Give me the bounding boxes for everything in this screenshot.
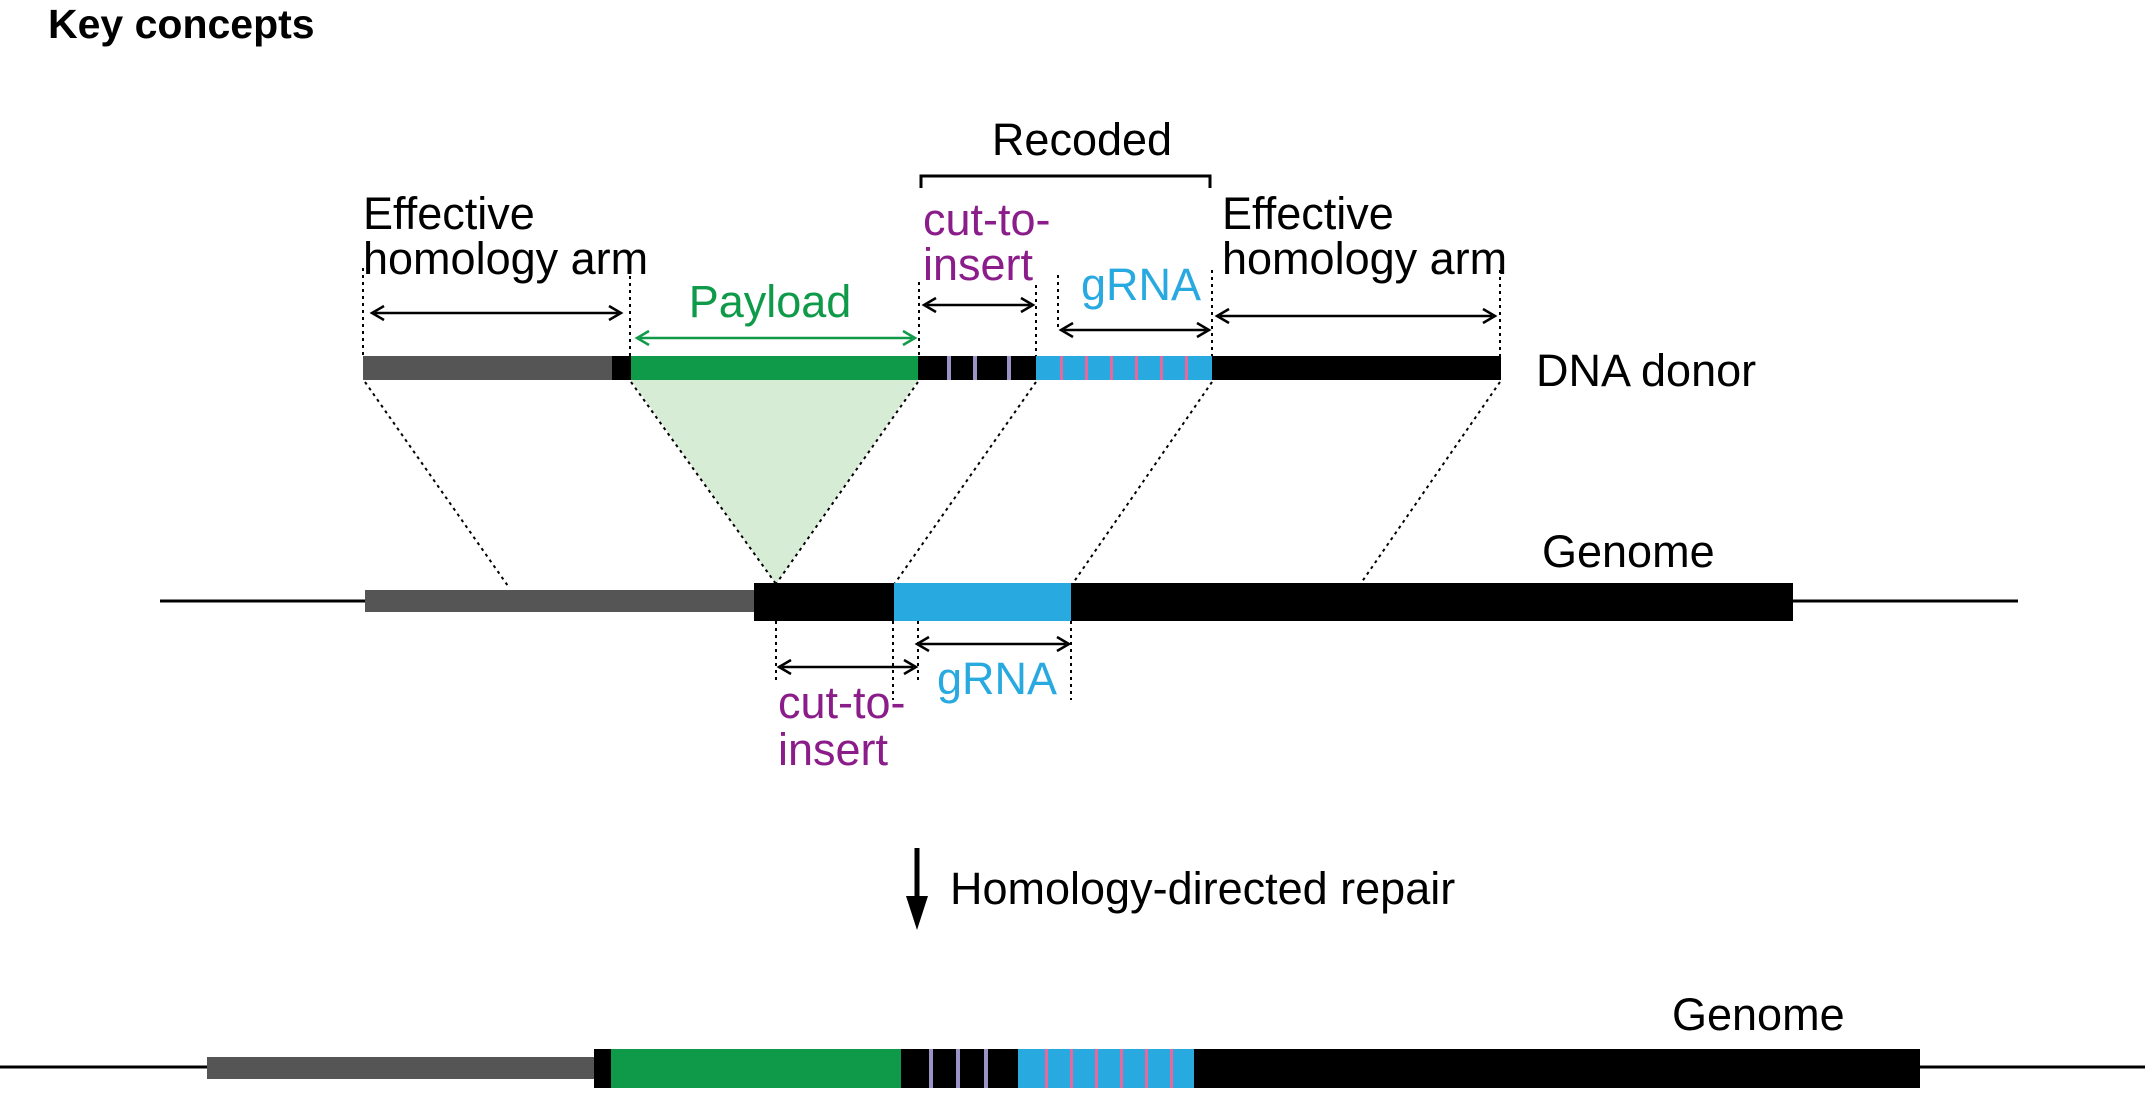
dna-donor (363, 356, 1501, 380)
pink-stripe (1135, 356, 1138, 380)
double-headed-arrow-icon (369, 304, 624, 322)
recoded-bracket (919, 174, 1212, 188)
double-headed-arrow-icon (776, 658, 919, 676)
pink-stripe (1045, 1049, 1048, 1088)
edited-lavender-stripes (929, 1049, 988, 1088)
genome-cut-to-insert-segment (754, 583, 895, 621)
genome-grna-segment (894, 583, 1072, 621)
edited-payload-segment (611, 1049, 902, 1088)
pink-stripe (1120, 1049, 1123, 1088)
donor-guide-lines (362, 262, 1501, 356)
mapping-line (364, 381, 509, 587)
pink-stripe (1095, 1049, 1098, 1088)
lavender-stripe (984, 1049, 988, 1088)
homology-mapping-lines (364, 381, 1501, 587)
mapping-line (775, 381, 919, 585)
mapping-line (1070, 381, 1213, 587)
genome-after-repair (0, 1049, 2145, 1088)
donor-recoded-grna-segment (1036, 356, 1213, 380)
double-headed-arrow-icon (1058, 321, 1212, 339)
genome-bottom-label: Genome (1672, 989, 1845, 1040)
lavender-stripe (1007, 356, 1011, 380)
genome-cut-to-insert-label: cut-to- insert (778, 677, 918, 775)
pink-stripe (1085, 356, 1088, 380)
pink-stripe (1145, 1049, 1148, 1088)
donor-right-homology-arm-segment (1212, 356, 1501, 380)
genome-before-repair (160, 583, 2018, 621)
double-headed-arrow-icon (1214, 307, 1498, 325)
donor-measure-arrows (369, 296, 1498, 347)
dna-donor-label: DNA donor (1536, 345, 1756, 396)
edited-right-homology-segment (1194, 1049, 1920, 1088)
donor-cut-to-insert-label: cut-to- insert (923, 194, 1063, 290)
genome-top-label: Genome (1542, 526, 1715, 577)
genome-right-homology-segment (1071, 583, 1793, 621)
donor-payload-segment (631, 356, 919, 380)
mapping-line (1358, 381, 1501, 587)
donor-lavender-stripes (947, 356, 1011, 380)
genome-grna-label: gRNA (937, 653, 1057, 704)
pink-stripe (1160, 356, 1163, 380)
double-headed-arrow-icon (914, 635, 1072, 653)
donor-grna-label: gRNA (1081, 259, 1201, 310)
donor-pink-stripes (1060, 356, 1188, 380)
pink-stripe (1070, 1049, 1073, 1088)
lavender-stripe (956, 1049, 960, 1088)
lavender-stripe (929, 1049, 933, 1088)
pink-stripe (1185, 356, 1188, 380)
mapping-line (892, 381, 1037, 587)
left-homology-arm-label: Effective homology arm (363, 188, 648, 284)
genome-guide-lines (775, 621, 1072, 700)
edited-pink-stripes (1045, 1049, 1173, 1088)
recoded-label: Recoded (992, 114, 1172, 165)
donor-left-junction-segment (612, 356, 632, 380)
payload-label: Payload (689, 276, 852, 327)
double-headed-arrow-icon (634, 329, 918, 347)
donor-left-homology-arm-segment (363, 356, 613, 380)
genome-left-homology-segment (365, 590, 755, 612)
edited-left-junction-segment (594, 1049, 612, 1088)
figure-title: Key concepts (48, 1, 315, 47)
lavender-stripe (973, 356, 977, 380)
edited-recoded-grna-segment (1018, 1049, 1195, 1088)
repair-step-label: Homology-directed repair (950, 863, 1455, 914)
pink-stripe (1170, 1049, 1173, 1088)
lavender-stripe (947, 356, 951, 380)
double-headed-arrow-icon (921, 296, 1036, 314)
right-homology-arm-label: Effective homology arm (1222, 188, 1507, 284)
down-arrow-icon (906, 848, 928, 930)
pink-stripe (1060, 356, 1063, 380)
edited-left-homology-segment (207, 1057, 595, 1079)
payload-insertion-triangle (631, 380, 918, 584)
pink-stripe (1110, 356, 1113, 380)
